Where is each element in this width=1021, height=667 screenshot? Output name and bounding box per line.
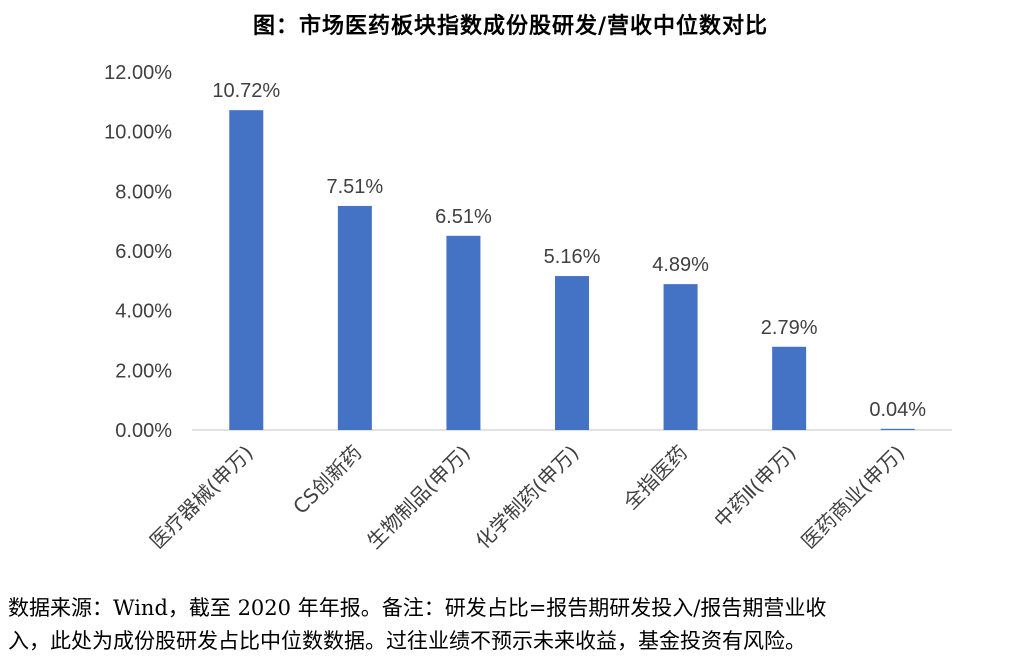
x-tick-label: CS创新药 xyxy=(288,441,366,519)
data-label: 5.16% xyxy=(544,246,601,268)
x-tick-label: 医疗器械(申万) xyxy=(145,441,258,554)
bar xyxy=(446,235,481,430)
x-tick-label: 全指医药 xyxy=(619,441,693,515)
x-tick-label: 中药Ⅱ(申万) xyxy=(709,441,801,533)
y-tick-label: 0.00% xyxy=(115,420,172,442)
bar xyxy=(337,205,372,430)
x-tick-label: 医药商业(申万) xyxy=(796,441,909,554)
y-tick-label: 6.00% xyxy=(115,241,172,263)
data-label: 6.51% xyxy=(435,206,492,228)
data-label: 10.72% xyxy=(212,80,280,102)
y-tick-label: 4.00% xyxy=(115,301,172,323)
x-tick-label: 化学制药(申万) xyxy=(471,441,584,554)
data-label: 7.51% xyxy=(326,176,383,198)
bar xyxy=(663,284,698,430)
data-label: 4.89% xyxy=(652,254,709,276)
chart-title: 图：市场医药板块指数成份股研发/营收中位数对比 xyxy=(252,13,769,39)
bar xyxy=(772,346,807,430)
bar xyxy=(880,428,915,430)
footnote-line-1: 数据来源：Wind，截至 2020 年年报。备注：研发占比=报告期研发投入/报告… xyxy=(8,596,827,620)
x-tick-label: 生物制品(申万) xyxy=(362,441,475,554)
y-tick-label: 8.00% xyxy=(115,181,172,203)
y-tick-label: 10.00% xyxy=(104,122,172,144)
data-label: 0.04% xyxy=(869,399,926,421)
bar-chart: 0.00% 2.00% 4.00% 6.00% 8.00% 10.00% 12.00% 10.… xyxy=(104,62,952,554)
bar xyxy=(229,110,264,430)
y-tick-label: 12.00% xyxy=(104,62,172,84)
y-tick-label: 2.00% xyxy=(115,360,172,382)
footnote-line-2: 入，此处为成份股研发占比中位数数据。过往业绩不预示未来收益，基金投资有风险。 xyxy=(8,629,806,653)
bar xyxy=(555,276,589,430)
data-label: 2.79% xyxy=(761,317,818,339)
